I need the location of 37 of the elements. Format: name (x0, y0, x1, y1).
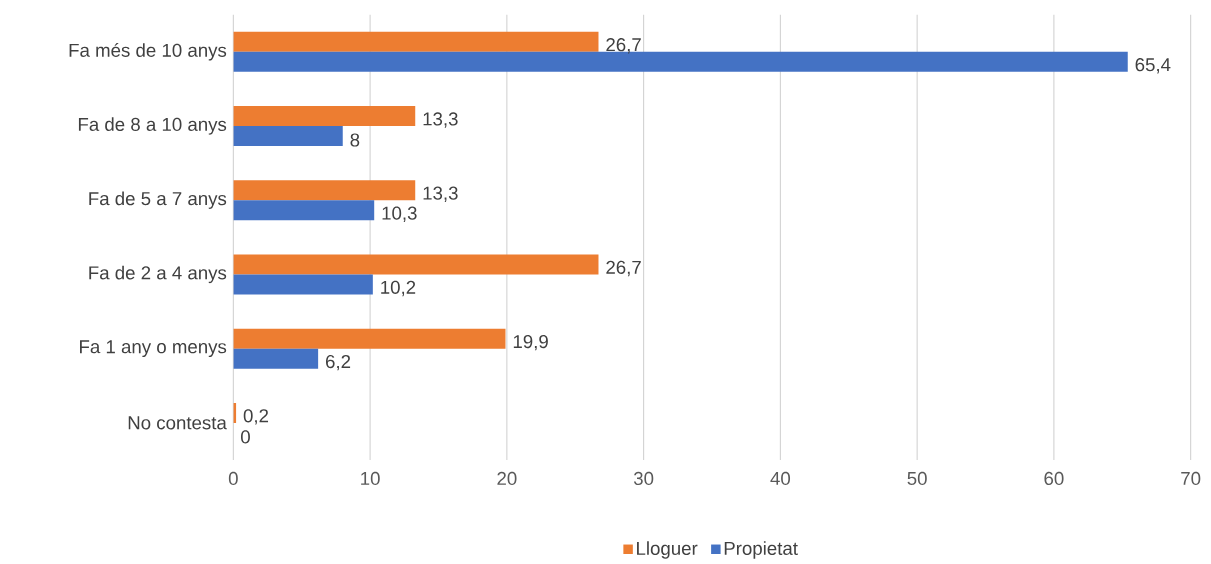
x-tick-label: 10 (361, 471, 380, 486)
bar (233, 254, 599, 275)
x-tick-label: 20 (497, 471, 517, 486)
data-label: 13,3 (423, 112, 458, 128)
legend-label: Propietat (724, 541, 798, 559)
data-label: 10,3 (382, 206, 417, 222)
x-tick-label: 50 (907, 471, 927, 486)
x-tick-label: 40 (770, 471, 791, 486)
y-tick-label: Fa de 2 a 4 anys (89, 265, 227, 284)
bar (233, 328, 506, 349)
x-tick-label: 70 (1181, 471, 1201, 486)
data-label: 13,3 (423, 186, 458, 202)
x-tick-label: 60 (1044, 471, 1064, 486)
y-tick-label: No contesta (128, 416, 227, 430)
data-label: 6,2 (326, 354, 351, 371)
x-tick-label: 0 (228, 471, 238, 486)
bar (233, 106, 416, 126)
y-tick-label: Fa de 5 a 7 anys (89, 191, 227, 209)
bar (233, 274, 373, 295)
x-tick-label: 30 (633, 471, 654, 486)
data-label: 8 (350, 133, 360, 147)
y-tick-label: Fa més de 10 anys (69, 42, 227, 61)
data-label: 0 (241, 430, 250, 444)
bar (233, 200, 375, 221)
y-tick-label: Fa de 8 a 10 anys (78, 117, 227, 135)
legend-label: Lloguer (637, 541, 698, 559)
data-label: 19,9 (513, 334, 548, 351)
data-label: 26,7 (606, 38, 641, 54)
bar (233, 180, 416, 201)
bar (233, 348, 319, 369)
bar (233, 31, 599, 52)
data-label: 10,2 (381, 280, 416, 297)
y-tick-label: Fa 1 any o menys (80, 340, 227, 358)
data-label: 0,2 (243, 409, 269, 425)
bar (233, 126, 343, 146)
data-label: 65,4 (1135, 58, 1171, 74)
data-label: 26,7 (606, 260, 641, 277)
